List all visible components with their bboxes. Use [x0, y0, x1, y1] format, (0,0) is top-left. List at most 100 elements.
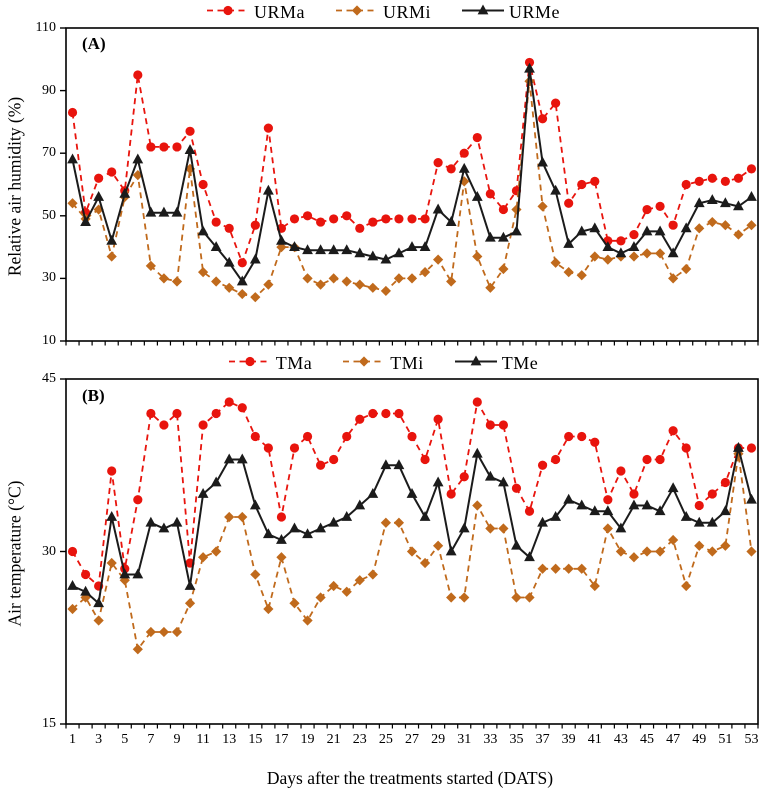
data-point — [668, 220, 678, 230]
data-point — [329, 214, 339, 224]
data-point — [629, 229, 639, 240]
series-markers-URMa — [67, 57, 757, 268]
data-point — [576, 270, 587, 281]
data-point — [276, 552, 287, 563]
data-point — [511, 539, 522, 550]
x-tick-label: 31 — [457, 732, 472, 747]
data-point — [433, 414, 443, 424]
data-point — [446, 592, 457, 603]
data-point — [211, 276, 222, 287]
data-point — [563, 237, 575, 248]
data-point — [616, 236, 626, 246]
y-tick-label: 30 — [42, 543, 56, 559]
data-point — [706, 194, 718, 205]
data-point — [380, 253, 392, 264]
triangle-legend-glyph — [462, 4, 504, 14]
data-point — [681, 443, 691, 453]
data-point — [746, 220, 757, 231]
x-tick-label: 5 — [121, 732, 129, 747]
data-point — [381, 408, 391, 419]
orange-diamond-dashed-marker-icon — [335, 1, 379, 24]
data-point — [577, 179, 587, 190]
data-point — [642, 454, 652, 465]
data-point — [628, 499, 640, 510]
data-point — [406, 241, 418, 251]
data-point — [654, 505, 666, 516]
data-point — [680, 511, 692, 521]
x-tick-label: 3 — [95, 732, 103, 747]
data-point — [145, 516, 157, 527]
data-point — [641, 225, 653, 236]
data-point — [237, 258, 247, 268]
x-axis-label: Days after the treatments started (DATS) — [266, 768, 554, 788]
data-point — [550, 257, 561, 268]
data-point — [524, 506, 535, 516]
data-point — [576, 563, 587, 574]
data-point — [445, 545, 457, 556]
x-tick-label: 35 — [509, 732, 524, 747]
y-tick-label: 45 — [42, 371, 56, 386]
data-point — [641, 546, 653, 557]
y-axis-label-humidity: Relative air humidity (%) — [4, 96, 25, 277]
data-point — [433, 540, 444, 551]
data-point — [406, 488, 418, 498]
data-point — [498, 523, 509, 534]
data-point — [80, 216, 91, 226]
data-point — [289, 214, 300, 224]
data-point — [498, 420, 508, 430]
data-point — [537, 516, 548, 527]
diamond-legend-glyph — [343, 355, 386, 367]
data-point — [315, 592, 326, 603]
data-point — [551, 454, 561, 465]
data-point — [367, 569, 378, 580]
data-point — [485, 282, 496, 293]
x-tick-label: 15 — [248, 732, 263, 747]
y-tick-label: 110 — [35, 20, 56, 35]
data-point — [106, 511, 118, 521]
data-point — [250, 569, 261, 580]
x-tick-label: 27 — [405, 732, 419, 747]
data-point — [485, 189, 495, 199]
data-point — [668, 534, 679, 546]
data-point — [197, 488, 209, 498]
data-point — [367, 488, 379, 498]
data-point — [590, 176, 600, 186]
data-point — [458, 162, 470, 173]
data-point — [733, 229, 744, 240]
data-point — [420, 214, 430, 224]
data-point — [329, 454, 339, 465]
data-point — [472, 397, 482, 407]
data-point — [210, 241, 222, 251]
data-point — [119, 568, 131, 579]
y-tick-label: 10 — [42, 333, 56, 348]
data-point — [511, 483, 522, 493]
data-point — [198, 179, 208, 190]
data-point — [524, 592, 535, 603]
data-point — [497, 231, 509, 242]
y-tick-label: 50 — [42, 207, 56, 223]
series-markers-TMe — [67, 442, 757, 608]
data-point — [249, 499, 261, 510]
data-point — [67, 198, 78, 209]
x-tick-label: 39 — [561, 732, 576, 747]
data-point — [694, 176, 704, 186]
data-point — [132, 644, 143, 655]
data-point — [628, 552, 640, 563]
legend-label: URMi — [382, 1, 431, 22]
data-point — [537, 460, 548, 470]
data-point — [537, 201, 548, 212]
data-point — [67, 580, 78, 590]
data-point — [472, 251, 483, 262]
data-point — [458, 522, 470, 533]
series-markers-TMi — [67, 448, 757, 655]
data-point — [537, 156, 548, 167]
data-point — [354, 247, 366, 258]
series-markers-URMi — [67, 76, 757, 303]
data-point — [263, 603, 274, 615]
data-point — [537, 114, 548, 124]
triangle-legend-glyph — [454, 355, 497, 365]
data-point — [67, 107, 78, 118]
x-tick-label: 33 — [483, 732, 498, 747]
x-tick-label: 47 — [666, 732, 681, 747]
